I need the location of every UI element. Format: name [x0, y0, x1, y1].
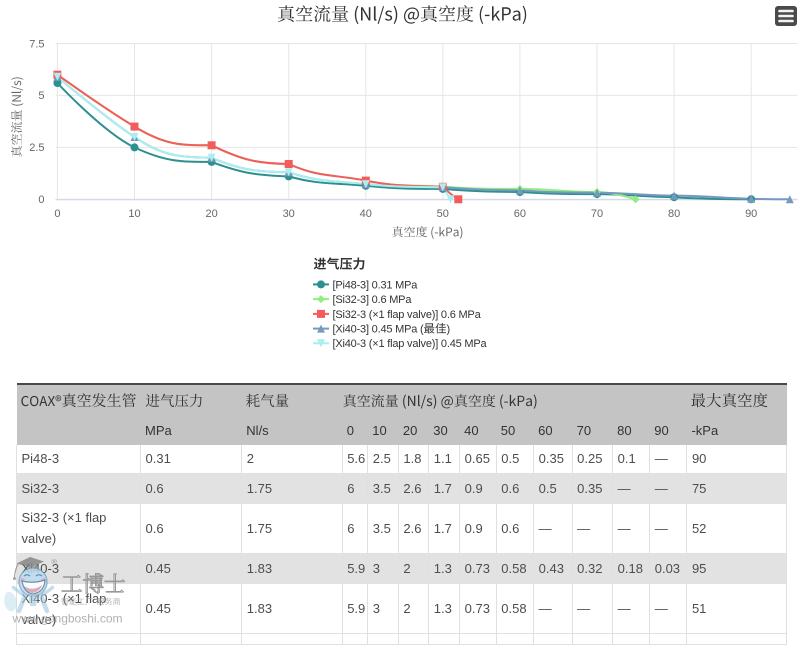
- svg-text:2.5: 2.5: [29, 142, 44, 154]
- svg-text:): ): [447, 324, 450, 336]
- svg-text:[Xi40-3] 0.45 MPa (: [Xi40-3] 0.45 MPa (: [333, 324, 425, 336]
- svg-text:10: 10: [128, 208, 140, 220]
- svg-text:0: 0: [54, 208, 60, 220]
- svg-text:40: 40: [360, 208, 372, 220]
- svg-text:60: 60: [514, 208, 526, 220]
- svg-text:50: 50: [437, 208, 449, 220]
- svg-text:[Xi40-3 (×1 flap valve)] 0.45: [Xi40-3 (×1 flap valve)] 0.45 MPa: [333, 338, 488, 350]
- svg-text:[Pi48-3] 0.31 MPa: [Pi48-3] 0.31 MPa: [333, 279, 419, 291]
- svg-text:7.5: 7.5: [29, 38, 44, 50]
- svg-text:70: 70: [591, 208, 603, 220]
- svg-text:20: 20: [205, 208, 217, 220]
- svg-text:90: 90: [745, 208, 757, 220]
- svg-text:80: 80: [668, 208, 680, 220]
- svg-text:0: 0: [38, 194, 44, 206]
- svg-text:[Si32-3 (×1 flap valve)] 0.6 M: [Si32-3 (×1 flap valve)] 0.6 MPa: [333, 309, 482, 321]
- svg-text:5: 5: [38, 90, 44, 102]
- svg-text:[Si32-3] 0.6 MPa: [Si32-3] 0.6 MPa: [333, 294, 413, 306]
- svg-text:30: 30: [283, 208, 295, 220]
